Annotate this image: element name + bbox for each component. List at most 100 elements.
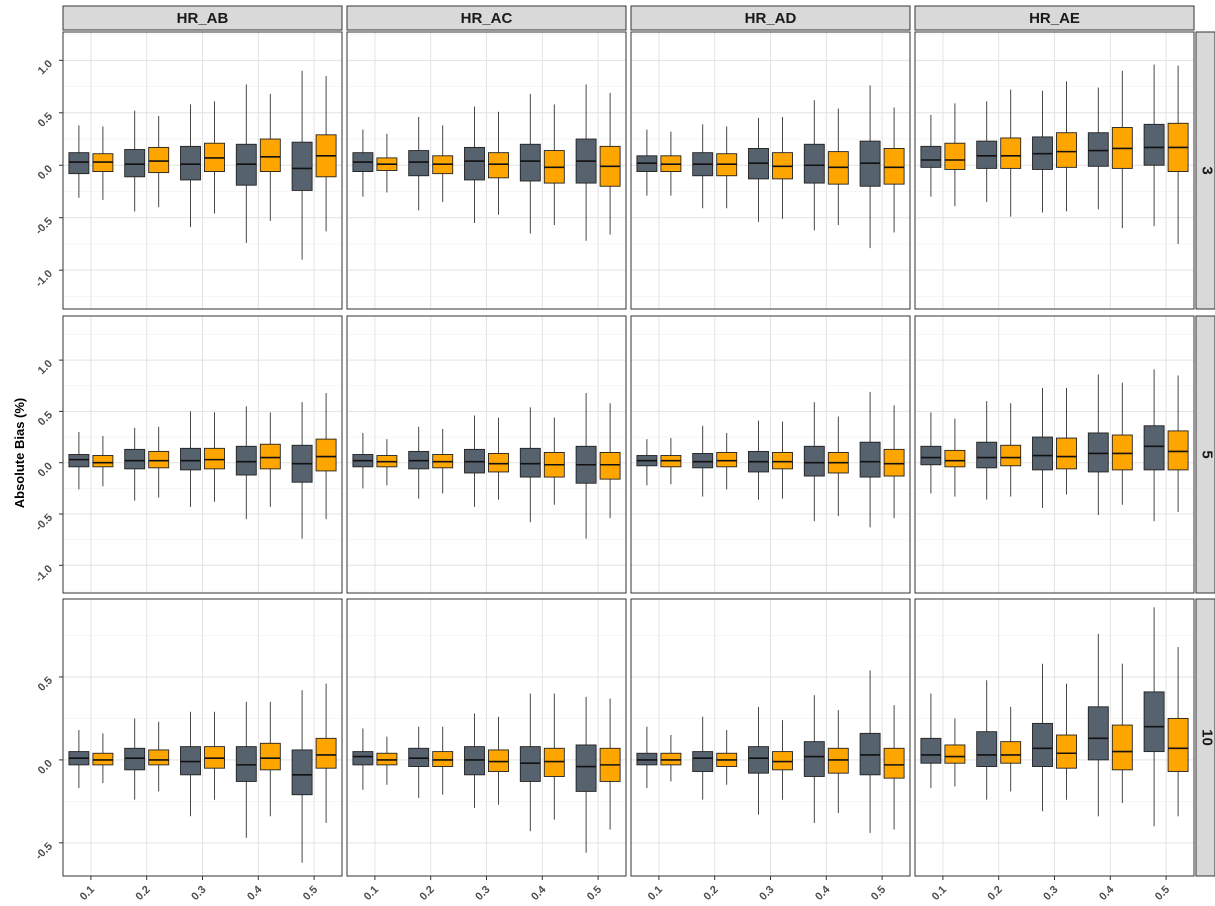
facet-strip-col: [62, 5, 343, 31]
box-series2: [432, 726, 454, 795]
box-series2: [944, 718, 966, 787]
box-body: [716, 451, 738, 468]
facet-strip-row: [1195, 315, 1215, 594]
box-body: [883, 148, 905, 185]
box-body: [148, 146, 170, 174]
box-series1: [976, 101, 998, 202]
panel-border: [630, 315, 911, 594]
box-series1: [464, 713, 485, 808]
box-series1: [636, 439, 658, 486]
box-body: [1167, 717, 1189, 772]
box-series1: [859, 670, 881, 833]
box-series1: [692, 425, 714, 497]
box-series2: [204, 412, 225, 502]
box-body: [68, 454, 90, 468]
box-series2: [148, 721, 170, 792]
box-series2: [543, 104, 565, 226]
box-body: [519, 143, 541, 182]
box-series1: [352, 129, 374, 197]
x-tick-label: 0.1: [646, 884, 665, 903]
box-series1: [976, 401, 998, 500]
box-body: [1056, 734, 1077, 769]
box-series2: [599, 92, 621, 235]
box-body: [883, 747, 905, 779]
box-series1: [1087, 374, 1109, 516]
x-tick-label: 0.2: [702, 884, 721, 903]
box-series2: [376, 439, 398, 486]
box-series2: [543, 417, 565, 505]
facet-strip-label: 3: [1199, 166, 1215, 174]
x-tick-label: 0.1: [78, 884, 97, 903]
facet-panel: [914, 315, 1195, 594]
box-body: [1000, 444, 1022, 467]
box-body: [488, 152, 509, 179]
box-body: [68, 152, 90, 175]
facet-strip-label: HR_AD: [745, 10, 797, 27]
box-body: [803, 445, 825, 477]
y-tick-label: 1.0: [36, 58, 55, 77]
box-series1: [803, 100, 825, 231]
box-series2: [1167, 647, 1189, 817]
box-series2: [488, 716, 509, 805]
y-tick-label: 0.0: [36, 758, 55, 777]
box-series2: [432, 125, 454, 202]
box-body: [180, 145, 201, 181]
box-series1: [464, 415, 485, 507]
box-series2: [1167, 65, 1189, 244]
box-series2: [1000, 706, 1022, 792]
y-tick-label: -0.5: [33, 840, 55, 862]
box-series1: [692, 124, 714, 209]
y-tick-label: 1.0: [36, 358, 55, 377]
facet-strip-label: 10: [1199, 729, 1215, 746]
box-body: [519, 746, 541, 782]
box-series2: [772, 421, 793, 499]
box-body: [859, 441, 881, 478]
y-tick-label: -1.0: [33, 268, 55, 290]
box-body: [920, 445, 942, 466]
box-body: [408, 150, 430, 177]
box-body: [920, 737, 942, 764]
box-series2: [148, 426, 170, 498]
box-body: [660, 752, 682, 766]
x-tick-label: 0.4: [813, 883, 833, 903]
box-body: [408, 747, 430, 767]
box-series1: [408, 426, 430, 499]
box-series1: [68, 730, 90, 789]
facet-panel: [62, 31, 343, 310]
box-body: [1056, 437, 1077, 470]
box-body: [748, 746, 769, 774]
box-body: [259, 742, 281, 771]
box-series2: [1056, 387, 1077, 495]
box-series1: [408, 116, 430, 211]
x-tick-label: 0.2: [986, 884, 1005, 903]
box-series1: [748, 420, 769, 500]
facet-strip-label: HR_AE: [1029, 10, 1080, 27]
box-body: [944, 142, 966, 170]
box-body: [1087, 706, 1109, 761]
box-body: [92, 752, 114, 766]
box-body: [315, 737, 337, 769]
box-series2: [148, 115, 170, 208]
box-series2: [488, 417, 509, 500]
box-series1: [291, 70, 313, 260]
box-series1: [464, 106, 485, 223]
facet-panel: [630, 315, 911, 594]
box-series2: [883, 107, 905, 233]
y-tick-label: 0.5: [36, 110, 55, 129]
x-tick-label: 0.5: [585, 884, 604, 903]
facet-strip-col: [914, 5, 1195, 31]
box-series1: [1087, 633, 1109, 817]
box-series1: [352, 728, 374, 790]
box-series2: [883, 405, 905, 519]
box-series2: [772, 116, 793, 219]
box-series1: [291, 402, 313, 539]
y-tick-label: 0.5: [36, 409, 55, 428]
panel-border: [914, 315, 1195, 594]
box-series1: [124, 718, 146, 800]
box-body: [315, 438, 337, 472]
box-body: [1143, 425, 1165, 471]
box-series1: [748, 706, 769, 815]
y-tick-label: 0.0: [36, 163, 55, 182]
box-series1: [1032, 90, 1053, 213]
box-series1: [748, 118, 769, 222]
